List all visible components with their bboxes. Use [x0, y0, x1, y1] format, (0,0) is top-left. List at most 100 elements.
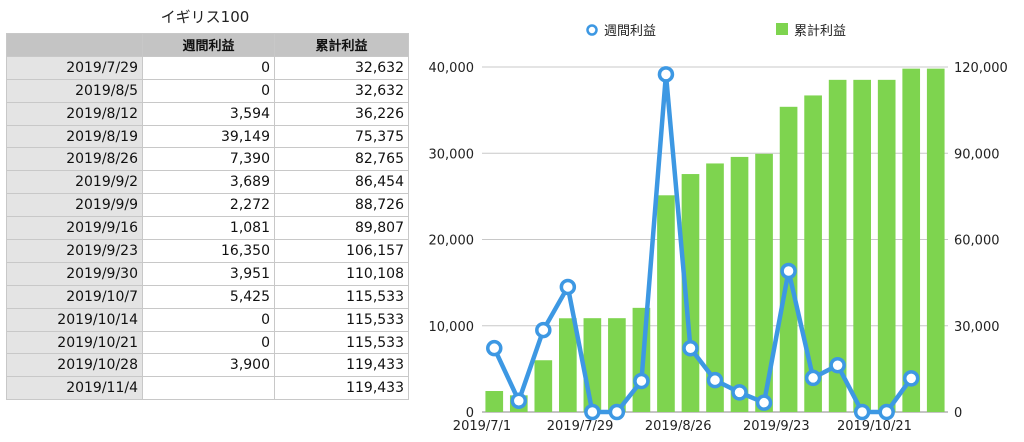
row-weekly: 1,081	[142, 216, 275, 241]
bar	[583, 318, 602, 412]
row-weekly: 3,900	[142, 353, 275, 378]
y-right-tick-label: 120,000	[954, 61, 1008, 76]
row-cumulative: 32,632	[274, 78, 409, 103]
table-row: 2019/10/28 3,900 119,433	[6, 353, 409, 378]
data-point	[878, 403, 895, 421]
row-cumulative: 115,533	[274, 284, 409, 309]
table-row: 2019/9/23 16,350 106,157	[6, 239, 409, 263]
x-tick-label: 2019/8/26	[645, 419, 712, 434]
bar	[877, 79, 896, 413]
header-date	[6, 33, 143, 57]
y-right-tick-label: 60,000	[954, 234, 1000, 249]
legend-line-marker	[586, 24, 598, 36]
bar	[804, 95, 822, 412]
y-left-tick-label: 0	[466, 406, 474, 421]
table-row: 2019/7/29 0 32,632	[6, 55, 409, 80]
row-weekly: 7,390	[142, 147, 275, 172]
bar	[608, 318, 626, 412]
data-point	[633, 372, 650, 390]
data-point	[780, 262, 797, 280]
row-weekly: 3,951	[142, 261, 275, 286]
data-point	[486, 339, 503, 357]
row-cumulative: 119,433	[274, 353, 409, 378]
y-right-tick-label: 0	[954, 406, 962, 421]
row-cumulative: 110,108	[274, 261, 409, 286]
table-row: 2019/11/4 119,433	[6, 376, 409, 401]
data-point	[755, 394, 773, 411]
row-cumulative: 88,726	[274, 193, 409, 218]
header-cumulative: 累計利益	[274, 33, 409, 57]
data-point	[682, 340, 699, 357]
table-row: 2019/10/7 5,425 115,533	[6, 284, 409, 309]
table-row: 2019/8/12 3,594 36,226	[6, 101, 409, 126]
row-date: 2019/9/23	[6, 239, 143, 263]
row-cumulative: 36,226	[274, 101, 409, 126]
x-tick-label: 2019/10/21	[837, 419, 912, 434]
y-left-tick-label: 30,000	[429, 147, 475, 162]
bar	[755, 153, 773, 412]
row-cumulative: 32,632	[274, 55, 409, 80]
data-point	[657, 66, 675, 83]
row-weekly: 2,272	[142, 193, 275, 218]
bar	[657, 195, 675, 412]
data-point	[535, 321, 552, 339]
row-cumulative: 119,433	[274, 376, 409, 401]
row-cumulative: 86,454	[274, 170, 409, 195]
row-date: 2019/10/28	[6, 353, 143, 378]
bar	[706, 163, 724, 412]
row-date: 2019/9/2	[6, 170, 143, 195]
bar	[534, 360, 553, 412]
y-left-tick-label: 20,000	[429, 234, 475, 249]
data-point	[731, 384, 748, 401]
row-weekly: 0	[142, 330, 275, 355]
table-row: 2019/9/30 3,951 110,108	[6, 261, 409, 286]
data-point	[829, 356, 846, 374]
bar	[853, 79, 871, 413]
y-right-tick-label: 30,000	[954, 320, 1000, 335]
row-date: 2019/7/29	[6, 55, 143, 80]
row-cumulative: 115,533	[274, 330, 409, 355]
y-right-tick-label: 90,000	[954, 147, 1000, 162]
y-left-tick-label: 40,000	[429, 61, 475, 76]
table-header-row: 週間利益 累計利益	[6, 33, 409, 57]
legend-label-cumulative: 累計利益	[794, 23, 846, 39]
row-weekly: 3,594	[142, 101, 275, 126]
data-point	[584, 403, 601, 421]
data-point	[559, 278, 577, 296]
data-table: 週間利益 累計利益 2019/7/29 0 32,632 2019/8/5 0 32,63…	[6, 33, 409, 401]
bar	[902, 68, 921, 412]
table-row: 2019/10/14 0 115,533	[6, 307, 409, 332]
row-date: 2019/8/19	[6, 124, 143, 149]
table-row: 2019/9/16 1,081 89,807	[6, 216, 409, 241]
data-point	[608, 403, 626, 421]
table-row: 2019/8/26 7,390 82,765	[6, 147, 409, 172]
row-date: 2019/8/12	[6, 101, 143, 126]
y-left-tick-label: 10,000	[429, 320, 475, 335]
data-point	[804, 369, 822, 387]
header-weekly: 週間利益	[142, 33, 275, 57]
row-cumulative: 106,157	[274, 239, 409, 263]
table-row: 2019/9/9 2,272 88,726	[6, 193, 409, 218]
legend-label-weekly: 週間利益	[604, 24, 656, 39]
row-cumulative: 89,807	[274, 216, 409, 241]
x-tick-label: 2019/7/29	[547, 419, 614, 434]
bar	[828, 79, 847, 413]
data-point	[902, 370, 920, 387]
legend-bar-marker	[776, 23, 788, 35]
row-date: 2019/9/30	[6, 261, 143, 286]
row-date: 2019/10/21	[6, 330, 143, 355]
row-cumulative: 115,533	[274, 307, 409, 332]
bar	[779, 106, 798, 413]
table-title: イギリス100	[160, 8, 250, 26]
row-cumulative: 75,375	[274, 124, 409, 149]
row-weekly: 5,425	[142, 284, 275, 309]
row-weekly: 16,350	[142, 239, 275, 263]
row-weekly: 0	[142, 307, 275, 332]
table-row: 2019/8/5 0 32,632	[6, 78, 409, 103]
row-weekly: 3,689	[142, 170, 275, 195]
bar	[559, 318, 577, 412]
row-date: 2019/10/14	[6, 307, 143, 332]
chart: 0 10,000 20,000 30,000 40,000 0 30,000 60,000 90…	[429, 23, 1008, 434]
table-row: 2019/9/2 3,689 86,454	[6, 170, 409, 195]
table-row: 2019/10/21 0 115,533	[6, 330, 409, 355]
